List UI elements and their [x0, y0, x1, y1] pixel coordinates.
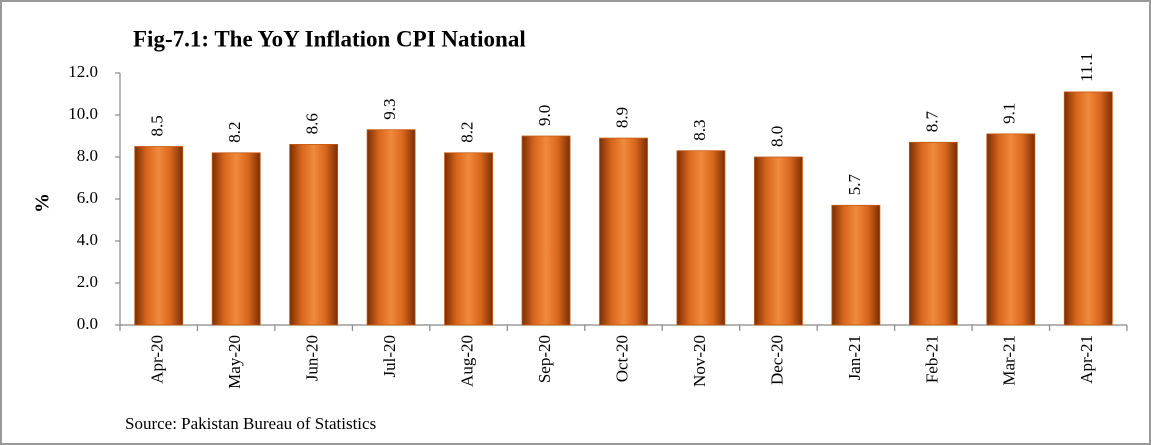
data-label: 8.5 — [148, 115, 167, 136]
y-axis-label: % — [32, 193, 54, 213]
x-tick-label: May-20 — [225, 335, 244, 389]
y-tick-label: 0.0 — [77, 314, 98, 333]
bar — [986, 133, 1036, 326]
x-tick-label: Apr-20 — [148, 335, 167, 384]
y-tick-label: 10.0 — [68, 104, 98, 123]
y-tick-label: 6.0 — [77, 188, 98, 207]
data-label: 8.9 — [612, 107, 631, 128]
y-tick-label: 2.0 — [77, 272, 98, 291]
bar — [211, 152, 261, 326]
x-tick-label: Jul-20 — [380, 335, 399, 378]
x-tick-label: Nov-20 — [690, 335, 709, 387]
data-label: 9.0 — [535, 105, 554, 126]
x-tick-label: Jun-20 — [303, 335, 322, 381]
data-label: 8.2 — [225, 122, 244, 143]
x-tick-label: Feb-21 — [922, 335, 941, 383]
bar — [599, 137, 648, 326]
chart-title: Fig-7.1: The YoY Inflation CPI National — [133, 26, 526, 51]
data-label: 8.2 — [457, 122, 476, 143]
data-label: 9.3 — [380, 98, 399, 119]
data-label: 11.1 — [1077, 53, 1096, 82]
x-tick-label: Sep-20 — [535, 335, 554, 383]
data-label: 8.3 — [690, 119, 709, 140]
bar — [908, 141, 958, 326]
bar — [444, 152, 493, 326]
bar — [289, 143, 339, 326]
data-label: 5.7 — [845, 174, 864, 196]
y-tick-label: 8.0 — [77, 146, 98, 165]
bar — [134, 146, 184, 326]
data-label: 8.0 — [767, 126, 786, 147]
x-tick-label: Oct-20 — [612, 335, 631, 382]
y-tick-label: 4.0 — [77, 230, 98, 249]
source-note: Source: Pakistan Bureau of Statistics — [125, 414, 376, 433]
bar — [754, 156, 803, 326]
data-label: 9.1 — [1000, 103, 1019, 124]
x-tick-label: Dec-20 — [767, 335, 786, 385]
bar — [676, 150, 726, 326]
x-tick-label: Apr-21 — [1077, 335, 1096, 384]
x-tick-label: Mar-21 — [1000, 335, 1019, 386]
x-tick-label: Jan-21 — [845, 335, 864, 380]
x-tick-label: Aug-20 — [457, 335, 476, 387]
bar — [366, 129, 416, 326]
bar — [521, 135, 571, 326]
data-label: 8.7 — [922, 111, 941, 133]
bar — [831, 204, 881, 326]
data-label: 8.6 — [303, 113, 322, 134]
bar — [1063, 91, 1113, 326]
y-tick-label: 12.0 — [68, 62, 98, 81]
